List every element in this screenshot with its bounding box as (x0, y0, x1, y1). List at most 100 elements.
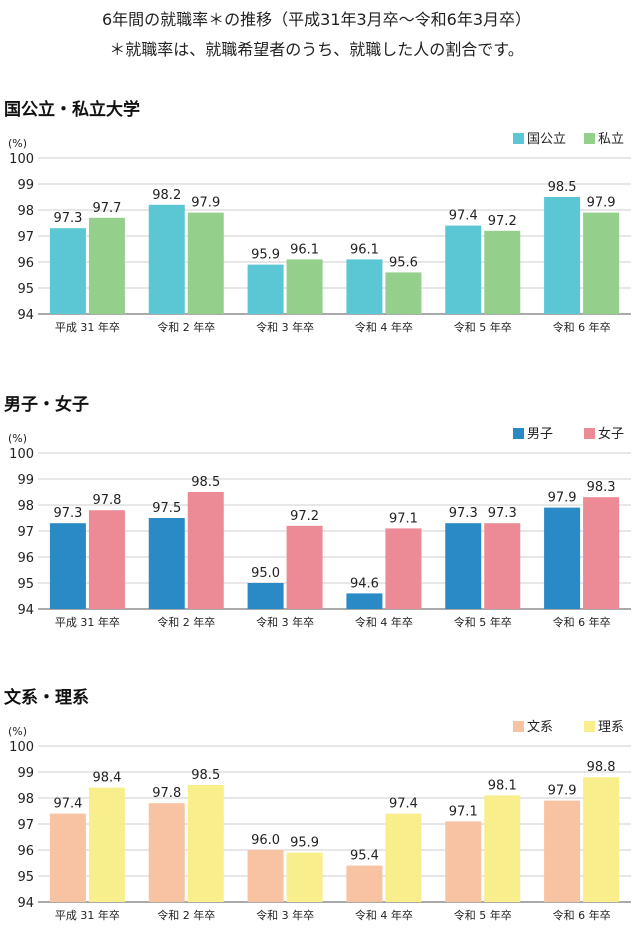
legend-label: 私立 (598, 132, 624, 147)
x-tick-label: 令和 3 年卒 (256, 320, 314, 334)
bar (484, 230, 521, 314)
legend-swatch (584, 133, 595, 144)
data-label: 97.8 (152, 786, 181, 801)
y-tick-label: 99 (17, 766, 34, 781)
bar (346, 259, 383, 314)
data-label: 98.2 (152, 188, 181, 203)
bar (247, 264, 284, 314)
bar (148, 803, 185, 902)
y-tick-label: 94 (17, 603, 34, 618)
data-label: 96.1 (350, 242, 379, 257)
data-label: 97.2 (488, 214, 517, 229)
data-label: 98.8 (587, 760, 616, 775)
data-label: 98.4 (92, 771, 121, 786)
data-label: 96.0 (251, 833, 280, 848)
bar (346, 593, 383, 609)
bar (583, 497, 620, 609)
legend-label: 女子 (598, 426, 624, 442)
x-tick-label: 令和 4 年卒 (355, 320, 413, 334)
y-tick-label: 99 (17, 178, 34, 193)
bar (544, 800, 581, 902)
y-axis-unit-label: (%) (8, 432, 27, 445)
bar (247, 850, 284, 902)
data-label: 98.5 (191, 768, 220, 783)
y-tick-label: 95 (17, 870, 34, 885)
y-tick-label: 98 (17, 204, 34, 219)
y-tick-label: 95 (17, 282, 34, 297)
data-label: 97.3 (488, 506, 517, 521)
x-tick-label: 令和 2 年卒 (157, 615, 215, 629)
data-label: 95.9 (251, 248, 280, 263)
x-tick-label: 令和 6 年卒 (553, 908, 611, 922)
y-tick-label: 98 (17, 792, 34, 807)
data-label: 94.6 (350, 576, 379, 591)
data-label: 97.9 (191, 196, 220, 211)
legend-swatch (513, 133, 524, 144)
legend-label: 文系 (527, 720, 553, 735)
bar (247, 583, 284, 609)
x-tick-label: 令和 5 年卒 (454, 908, 512, 922)
x-tick-label: 令和 3 年卒 (256, 615, 314, 629)
bar (49, 813, 86, 902)
y-tick-label: 95 (17, 577, 34, 592)
data-label: 95.6 (389, 255, 418, 270)
x-tick-label: 令和 6 年卒 (553, 615, 611, 629)
legend-swatch (513, 721, 524, 732)
data-label: 98.1 (488, 778, 517, 793)
bar (148, 204, 185, 314)
x-tick-label: 平成 31 年卒 (55, 908, 120, 922)
bar (88, 217, 125, 314)
x-tick-label: 平成 31 年卒 (55, 320, 120, 334)
data-label: 97.3 (449, 506, 478, 521)
data-label: 97.8 (92, 493, 121, 508)
data-label: 97.9 (548, 491, 577, 506)
data-label: 97.5 (152, 501, 181, 516)
bar (583, 212, 620, 314)
x-tick-label: 令和 2 年卒 (157, 320, 215, 334)
data-label: 97.2 (290, 509, 319, 524)
bar (346, 865, 383, 902)
chart-humanities-sciences: 文系・理系 (%) 94 95 96 97 98 99 100 文系 理系 97.4 98.4 平成 31… (4, 687, 631, 922)
data-label: 97.3 (53, 211, 82, 226)
y-tick-label: 100 (9, 152, 34, 167)
bar (385, 813, 422, 902)
bar (385, 528, 422, 609)
bar (286, 525, 323, 609)
data-label: 96.1 (290, 242, 319, 257)
y-tick-label: 94 (17, 896, 34, 911)
y-tick-label: 96 (17, 551, 34, 566)
data-label: 95.4 (350, 849, 379, 864)
bar (187, 785, 224, 902)
y-tick-label: 99 (17, 473, 34, 488)
data-label: 95.0 (251, 566, 280, 581)
bar (385, 272, 422, 314)
bar (49, 523, 86, 609)
data-label: 97.9 (587, 196, 616, 211)
bar (49, 228, 86, 314)
bar (88, 787, 125, 902)
y-tick-label: 96 (17, 844, 34, 859)
bar (484, 523, 521, 609)
bar (187, 492, 224, 609)
legend-swatch (584, 428, 595, 439)
legend-label: 男子 (527, 427, 553, 442)
y-tick-label: 100 (9, 740, 34, 755)
legend-swatch (584, 721, 595, 732)
bar (484, 795, 521, 902)
x-tick-label: 令和 2 年卒 (157, 908, 215, 922)
bar (445, 523, 482, 609)
bar (286, 259, 323, 314)
chart-title: 男子・女子 (4, 394, 89, 415)
x-tick-label: 令和 5 年卒 (454, 615, 512, 629)
bar (583, 777, 620, 902)
legend-label: 国公立 (527, 132, 566, 147)
data-label: 97.7 (92, 201, 121, 216)
data-label: 97.1 (389, 511, 418, 526)
data-label: 98.5 (548, 180, 577, 195)
data-label: 98.3 (587, 480, 616, 495)
bar (544, 197, 581, 314)
x-tick-label: 令和 4 年卒 (355, 615, 413, 629)
y-tick-label: 97 (17, 818, 34, 833)
bar (286, 852, 323, 902)
y-axis-unit-label: (%) (8, 725, 27, 738)
